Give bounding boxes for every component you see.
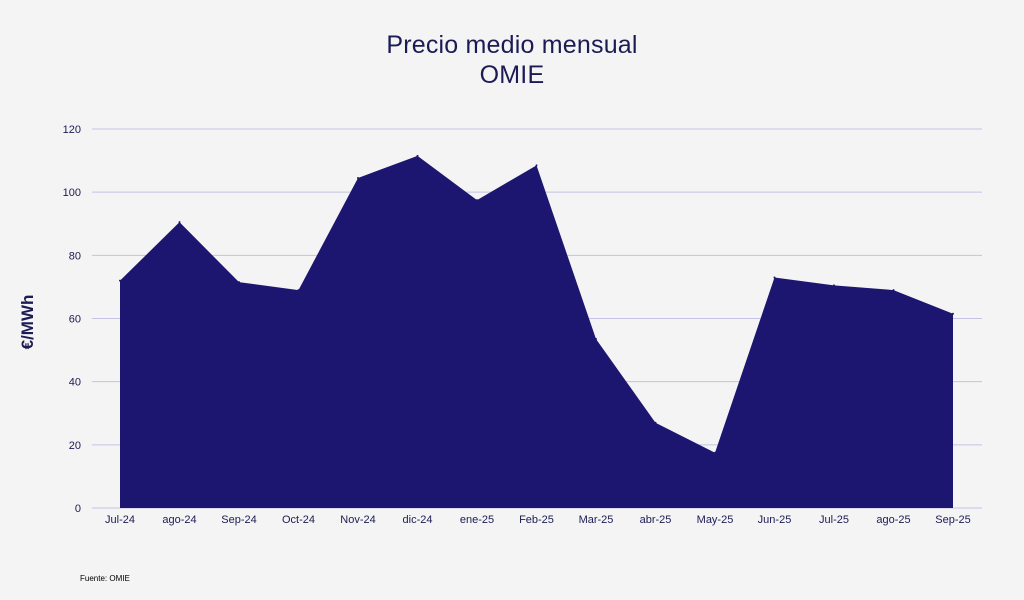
x-tick-label: Mar-25 bbox=[579, 514, 614, 526]
x-tick-label: May-25 bbox=[697, 514, 734, 526]
data-point-Oct-24 bbox=[297, 289, 300, 292]
data-point-Jun-25 bbox=[773, 276, 776, 279]
y-tick-label: 80 bbox=[69, 250, 81, 262]
x-tick-label: Nov-24 bbox=[340, 514, 375, 526]
data-point-Jul-25 bbox=[833, 284, 835, 287]
chart-title: Precio medio mensual OMIE bbox=[0, 30, 1024, 90]
chart-title-line-2: OMIE bbox=[479, 61, 545, 89]
y-tick-label: 0 bbox=[75, 503, 81, 515]
chart-title-line-1: Precio medio mensual bbox=[386, 31, 638, 59]
x-tick-label: Feb-25 bbox=[519, 514, 554, 526]
y-tick-label: 60 bbox=[69, 314, 81, 326]
data-point-ago-24 bbox=[178, 221, 181, 224]
x-tick-label: Sep-24 bbox=[221, 514, 256, 526]
data-point-Jul-24 bbox=[119, 279, 121, 282]
data-point-Sep-25 bbox=[952, 312, 954, 315]
data-point-May-25 bbox=[714, 451, 716, 454]
x-tick-label: Jul-25 bbox=[819, 514, 849, 526]
x-tick-label: Sep-25 bbox=[935, 514, 970, 526]
y-tick-label: 100 bbox=[63, 187, 81, 199]
data-point-ene-25 bbox=[476, 199, 478, 202]
y-tick-label: 20 bbox=[69, 440, 81, 452]
area-series-0 bbox=[120, 155, 953, 509]
data-point-abr-25 bbox=[654, 421, 657, 424]
x-axis-ticks: Jul-24 ago-24 Sep-24 Oct-24 Nov-24 dic-24 ene-… bbox=[105, 514, 971, 526]
x-tick-label: dic-24 bbox=[403, 514, 433, 526]
y-axis-ticks: 0 20 40 60 80 100 120 bbox=[63, 124, 81, 515]
data-point-Feb-25 bbox=[535, 164, 538, 167]
x-tick-label: Jun-25 bbox=[758, 514, 792, 526]
area-series bbox=[119, 154, 954, 509]
x-tick-label: Oct-24 bbox=[282, 514, 315, 526]
y-tick-label: 120 bbox=[63, 124, 81, 136]
data-point-ago-25 bbox=[892, 289, 895, 292]
x-tick-label: ago-25 bbox=[876, 514, 910, 526]
data-point-dic-24 bbox=[416, 154, 419, 157]
y-axis-title: €/MWh bbox=[18, 295, 37, 350]
x-tick-label: ene-25 bbox=[460, 514, 494, 526]
x-tick-label: abr-25 bbox=[640, 514, 672, 526]
x-tick-label: ago-24 bbox=[162, 514, 196, 526]
data-point-Sep-24 bbox=[238, 281, 240, 284]
source-note: Fuente: OMIE bbox=[80, 574, 130, 583]
x-tick-label: Jul-24 bbox=[105, 514, 135, 526]
y-tick-label: 40 bbox=[69, 377, 81, 389]
data-point-Mar-25 bbox=[595, 338, 597, 341]
data-point-Nov-24 bbox=[357, 176, 359, 179]
